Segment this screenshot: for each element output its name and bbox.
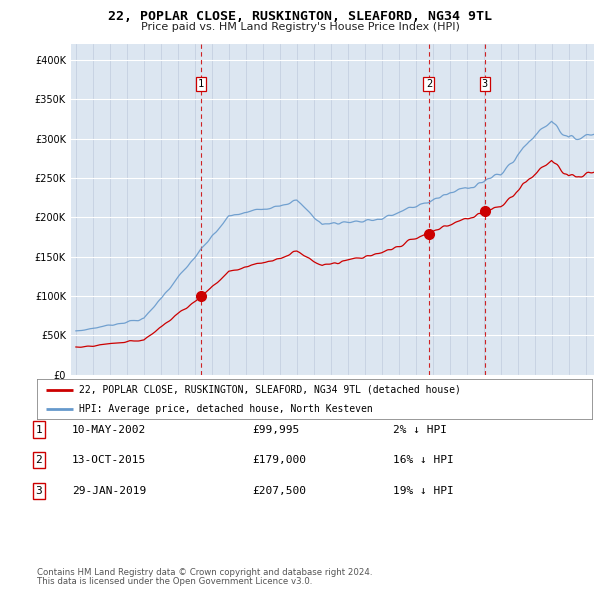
Text: 1: 1	[198, 79, 204, 89]
Text: 3: 3	[482, 79, 488, 89]
Text: 22, POPLAR CLOSE, RUSKINGTON, SLEAFORD, NG34 9TL (detached house): 22, POPLAR CLOSE, RUSKINGTON, SLEAFORD, …	[79, 385, 461, 395]
Text: 19% ↓ HPI: 19% ↓ HPI	[393, 486, 454, 496]
Text: Contains HM Land Registry data © Crown copyright and database right 2024.: Contains HM Land Registry data © Crown c…	[37, 568, 373, 577]
Text: £207,500: £207,500	[252, 486, 306, 496]
Text: 1: 1	[35, 425, 43, 434]
Text: 2: 2	[35, 455, 43, 465]
Text: 22, POPLAR CLOSE, RUSKINGTON, SLEAFORD, NG34 9TL: 22, POPLAR CLOSE, RUSKINGTON, SLEAFORD, …	[108, 10, 492, 23]
Text: HPI: Average price, detached house, North Kesteven: HPI: Average price, detached house, Nort…	[79, 404, 373, 414]
Text: This data is licensed under the Open Government Licence v3.0.: This data is licensed under the Open Gov…	[37, 578, 313, 586]
Text: 13-OCT-2015: 13-OCT-2015	[72, 455, 146, 465]
Text: Price paid vs. HM Land Registry's House Price Index (HPI): Price paid vs. HM Land Registry's House …	[140, 22, 460, 32]
Text: 2: 2	[426, 79, 432, 89]
Text: 29-JAN-2019: 29-JAN-2019	[72, 486, 146, 496]
Text: 3: 3	[35, 486, 43, 496]
Text: £99,995: £99,995	[252, 425, 299, 434]
Text: £179,000: £179,000	[252, 455, 306, 465]
Text: 2% ↓ HPI: 2% ↓ HPI	[393, 425, 447, 434]
Text: 16% ↓ HPI: 16% ↓ HPI	[393, 455, 454, 465]
Text: 10-MAY-2002: 10-MAY-2002	[72, 425, 146, 434]
